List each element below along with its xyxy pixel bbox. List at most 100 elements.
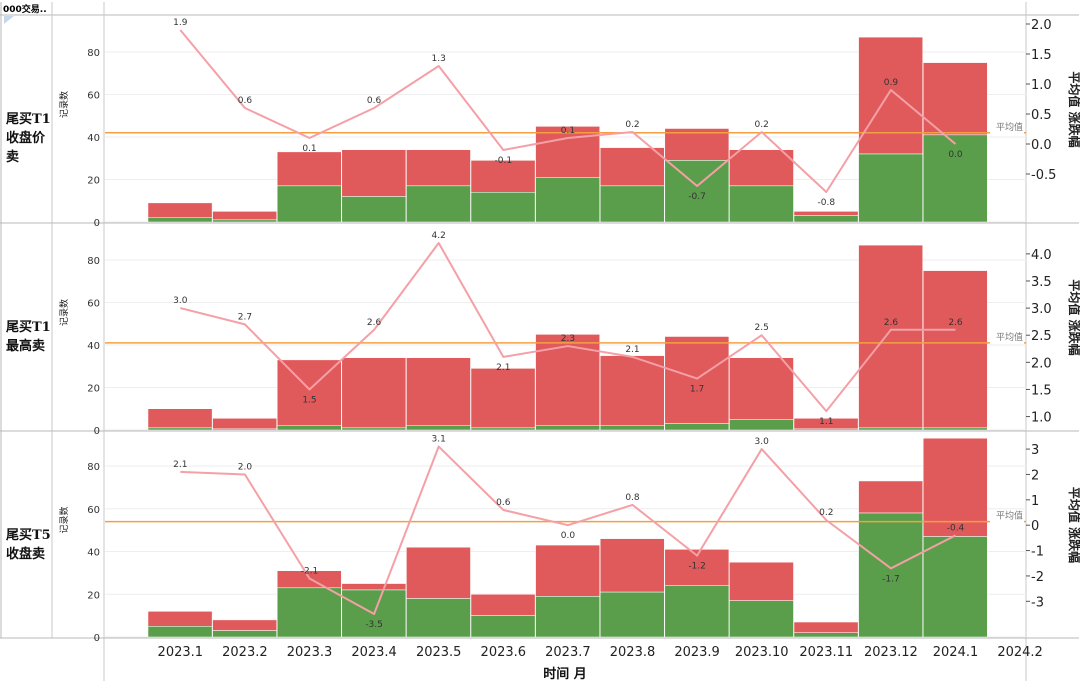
right-tick-label-1-2: 1.0 <box>1031 78 1052 93</box>
row-label-2-line1: 尾买T1 <box>6 320 51 335</box>
point-label-2-3: 2.6 <box>367 318 382 328</box>
row-label-3: 尾买T5 收盘卖 <box>6 526 51 564</box>
x-tick-label-13: 2024.2 <box>997 645 1043 660</box>
point-label-2-2: 1.5 <box>302 395 316 405</box>
left-tick-label-1-3: 60 <box>87 91 100 102</box>
bar-red-2-5 <box>470 368 536 429</box>
bar-red-2-0 <box>147 408 213 429</box>
bar-green-3-6 <box>535 596 600 638</box>
left-tick-label-3-1: 20 <box>87 590 100 601</box>
bar-red-3-1 <box>212 619 277 631</box>
x-tick-label-6: 2023.7 <box>545 645 591 660</box>
x-tick-label-8: 2023.9 <box>674 645 720 660</box>
left-tick-label-1-4: 80 <box>87 48 100 59</box>
x-tick-label-9: 2023.10 <box>735 645 789 660</box>
left-tick-label-3-3: 60 <box>87 505 100 516</box>
bar-red-1-4 <box>406 149 471 187</box>
point-label-1-5: -0.1 <box>495 156 513 166</box>
point-label-3-10: 0.2 <box>819 508 833 518</box>
bar-red-1-11 <box>858 36 923 155</box>
bar-red-2-9 <box>729 357 794 420</box>
right-tick-label-1-4: 0.0 <box>1031 138 1052 153</box>
bar-red-3-5 <box>470 594 536 616</box>
line-series-2 <box>180 242 956 413</box>
bar-red-2-6 <box>535 334 600 426</box>
left-tick-label-1-1: 20 <box>87 176 100 187</box>
bar-red-2-1 <box>212 418 277 430</box>
point-label-2-11: 2.6 <box>884 318 899 328</box>
right-tick-label-2-1: 3.5 <box>1031 275 1052 290</box>
right-tick-label-1-3: 0.5 <box>1031 108 1052 123</box>
right-tick-label-3-2: 1 <box>1031 494 1039 509</box>
corner-marker-icon <box>4 16 14 24</box>
left-tick-label-3-2: 40 <box>87 548 100 559</box>
bar-green-2-7 <box>599 425 665 431</box>
reference-line-label-2: 平均值 <box>996 331 1023 343</box>
left-tick-label-3-0: 0 <box>94 633 100 644</box>
left-tick-label-1-2: 40 <box>87 133 100 144</box>
x-tick-label-2: 2023.3 <box>287 645 333 660</box>
row-label-2: 尾买T1 最高卖 <box>6 318 51 356</box>
bar-green-2-5 <box>470 427 536 431</box>
left-axis-title-2: 记录数 <box>58 299 70 326</box>
x-tick-label-7: 2023.8 <box>610 645 656 660</box>
bar-green-2-2 <box>276 425 342 431</box>
point-label-1-3: 0.6 <box>367 96 382 106</box>
point-label-3-8: -1.2 <box>688 562 706 572</box>
left-tick-label-2-1: 20 <box>87 384 100 395</box>
bar-red-3-10 <box>793 621 859 633</box>
reference-line-label-1: 平均值 <box>996 121 1023 133</box>
bar-red-2-12 <box>922 270 988 429</box>
bar-green-1-7 <box>599 185 665 223</box>
bar-red-1-2 <box>276 151 342 187</box>
bar-red-1-8 <box>664 128 730 161</box>
point-label-2-10: 1.1 <box>819 417 833 427</box>
point-label-3-2: -2.1 <box>301 566 319 576</box>
bar-green-3-4 <box>406 598 471 638</box>
point-label-3-4: 3.1 <box>432 435 446 445</box>
point-label-1-11: 0.9 <box>884 78 899 88</box>
point-label-2-7: 2.1 <box>625 345 639 355</box>
bar-green-3-11 <box>858 512 923 638</box>
right-tick-label-3-0: 3 <box>1031 443 1039 458</box>
x-tick-label-1: 2023.2 <box>222 645 268 660</box>
bar-green-1-9 <box>729 185 794 223</box>
bar-red-2-3 <box>341 357 407 429</box>
bar-green-3-12 <box>922 536 988 638</box>
bar-red-1-9 <box>729 149 794 187</box>
bar-green-1-4 <box>406 185 471 223</box>
bar-red-3-0 <box>147 611 213 627</box>
right-tick-label-2-6: 1.0 <box>1031 411 1052 426</box>
left-tick-label-2-2: 40 <box>87 341 100 352</box>
row-label-1-line3: 卖 <box>6 150 20 165</box>
bar-green-1-2 <box>276 185 342 223</box>
point-label-2-8: 1.7 <box>690 385 704 395</box>
left-tick-label-2-4: 80 <box>87 256 100 267</box>
x-tick-label-0: 2023.1 <box>158 645 204 660</box>
x-tick-label-3: 2023.4 <box>351 645 397 660</box>
row-label-1: 尾买T1 收盘价 卖 <box>6 110 51 167</box>
bar-green-3-2 <box>276 587 342 638</box>
point-label-1-12: 0.0 <box>948 150 963 160</box>
bar-green-3-9 <box>729 600 794 638</box>
bar-red-2-8 <box>664 336 730 424</box>
bar-green-1-8 <box>664 160 730 223</box>
bar-green-2-11 <box>858 427 923 431</box>
bar-green-3-5 <box>470 615 536 638</box>
point-label-2-4: 4.2 <box>432 231 446 241</box>
right-axis-title-3: 平均值 涨跌幅 <box>1067 487 1080 563</box>
bar-green-2-9 <box>729 419 794 431</box>
point-label-1-1: 0.6 <box>238 96 253 106</box>
bar-green-2-8 <box>664 423 730 431</box>
line-series-1 <box>179 29 957 193</box>
bar-red-3-6 <box>535 544 600 597</box>
bar-green-3-10 <box>793 632 859 638</box>
point-label-1-0: 1.9 <box>173 18 188 28</box>
right-tick-label-2-4: 2.0 <box>1031 356 1052 371</box>
point-label-3-3: -3.5 <box>365 620 383 630</box>
right-tick-label-1-0: 2.0 <box>1031 18 1052 33</box>
left-tick-label-2-0: 0 <box>94 426 100 437</box>
point-label-1-9: 0.2 <box>755 120 769 130</box>
bar-green-1-10 <box>793 215 859 223</box>
